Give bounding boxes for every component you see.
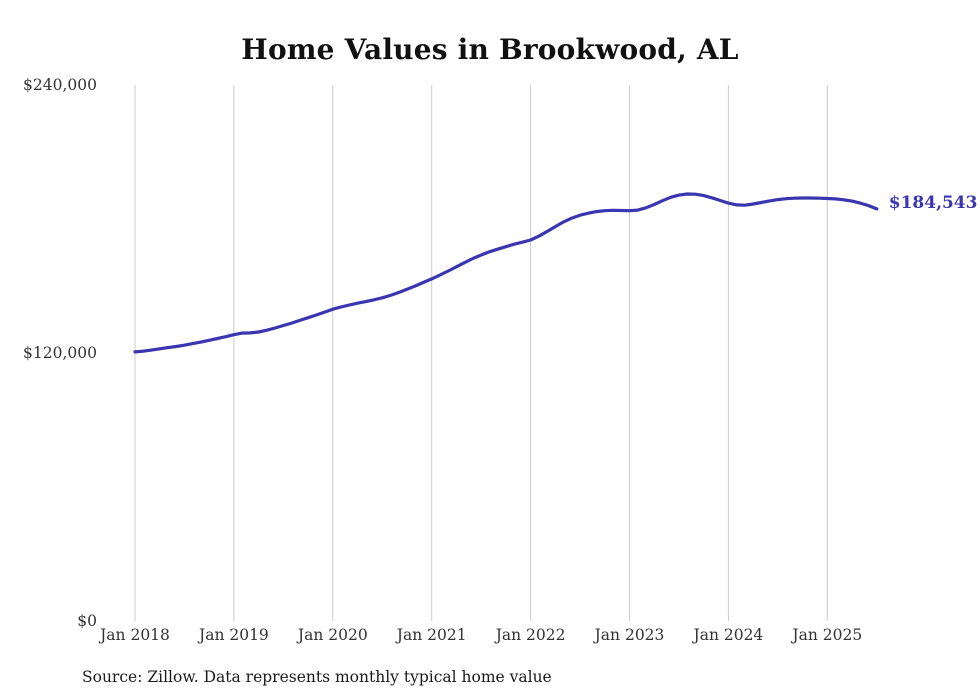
x-tick-label: Jan 2025 bbox=[790, 626, 862, 644]
home-value-line bbox=[133, 192, 879, 354]
x-tick-label: Jan 2020 bbox=[296, 626, 368, 644]
x-tick-label: Jan 2022 bbox=[494, 626, 566, 644]
source-note: Source: Zillow. Data represents monthly … bbox=[82, 668, 552, 686]
chart-title: Home Values in Brookwood, AL bbox=[241, 33, 739, 66]
y-tick-label: $120,000 bbox=[23, 344, 97, 362]
x-tick-label: Jan 2021 bbox=[395, 626, 467, 644]
x-tick-label: Jan 2019 bbox=[197, 626, 269, 644]
y-tick-label: $240,000 bbox=[23, 76, 97, 94]
x-tick-label: Jan 2018 bbox=[98, 626, 170, 644]
latest-value-label: $184,543 bbox=[888, 192, 978, 213]
y-tick-label: $0 bbox=[77, 612, 97, 630]
x-tick-label: Jan 2024 bbox=[691, 626, 763, 644]
x-tick-label: Jan 2023 bbox=[593, 626, 665, 644]
